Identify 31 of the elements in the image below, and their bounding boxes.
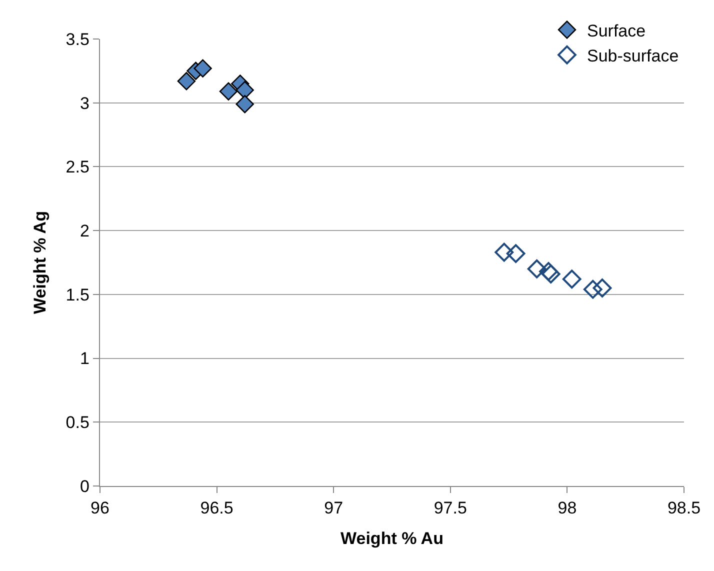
point <box>506 244 526 264</box>
y-tick-label: 3.5 <box>66 30 90 49</box>
point <box>527 259 546 278</box>
point <box>194 59 212 78</box>
legend-label: Surface <box>587 21 646 40</box>
x-tick-label: 96 <box>90 498 110 518</box>
y-tick-label: 1 <box>80 349 90 368</box>
point <box>562 270 582 289</box>
y-tick-label: 2 <box>80 222 90 241</box>
y-tick-label: 3 <box>80 94 90 113</box>
x-tick-label: 96.5 <box>200 498 234 518</box>
x-tick-label: 98.5 <box>667 498 701 518</box>
y-axis-title: Weight % Ag <box>30 211 50 314</box>
y-tick-label: 2.5 <box>66 158 90 177</box>
x-tick-label: 97 <box>324 498 344 518</box>
x-tick-label: 97.5 <box>434 498 467 518</box>
y-tick-label: 0.5 <box>66 413 90 432</box>
x-tick-label: 98 <box>558 498 577 518</box>
point <box>592 278 612 298</box>
point <box>583 280 602 299</box>
point <box>219 82 238 100</box>
point <box>236 95 254 114</box>
point <box>236 80 254 100</box>
y-tick-label: 0 <box>80 476 90 496</box>
point <box>541 264 560 284</box>
x-axis-title: Weight % Au <box>340 528 444 548</box>
point <box>539 262 558 281</box>
point <box>177 72 196 90</box>
point <box>494 242 514 262</box>
y-tick-label: 1.5 <box>66 285 90 304</box>
legend-label: Sub-surface <box>587 46 679 66</box>
